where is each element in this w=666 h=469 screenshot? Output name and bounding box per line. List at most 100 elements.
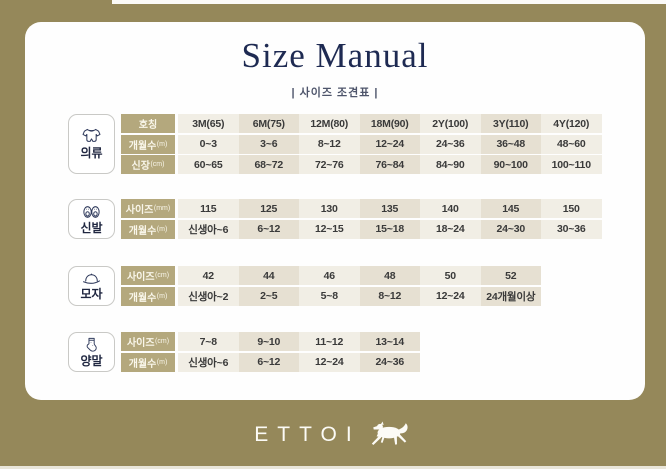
shoes-icon	[81, 203, 102, 221]
size-cell: 15~18	[359, 219, 420, 239]
size-cell: 72~76	[299, 155, 360, 174]
size-cell: 9~10	[238, 332, 299, 351]
size-cell: 2Y(100)	[420, 114, 481, 133]
category-label-shoes: 신발	[80, 220, 103, 235]
row-header: 개월수 (m)	[121, 134, 175, 154]
page-subtitle: | 사이즈 조견표 |	[291, 87, 379, 99]
size-cell: 13~14	[359, 332, 420, 351]
size-cell: 3~6	[238, 134, 299, 154]
table-row: 개월수 (m) 신생아~6 6~12 12~15 15~18 18~24 24~30 30~36	[121, 219, 602, 239]
size-cell: 7~8	[178, 332, 239, 351]
size-cell: 신생아~6	[178, 352, 239, 372]
size-cell: 150	[541, 199, 602, 218]
size-cell: 44	[238, 266, 299, 285]
table-row: 개월수 (m) 신생아~2 2~5 5~8 8~12 12~24 24개월이상	[121, 286, 541, 306]
row-header: 신장 (cm)	[121, 155, 175, 174]
size-cell: 60~65	[178, 155, 239, 174]
size-cell: 135	[359, 199, 420, 218]
size-cell: 68~72	[238, 155, 299, 174]
size-cell: 145	[480, 199, 541, 218]
brand-logo: ETTOI	[0, 417, 666, 451]
category-label-hat: 모자	[80, 287, 103, 302]
size-cell: 3Y(110)	[480, 114, 541, 133]
size-cell: 3M(65)	[178, 114, 239, 133]
table-row: 사이즈 (cm) 7~8 9~10 11~12 13~14	[121, 332, 420, 351]
size-cell: 2~5	[238, 286, 299, 306]
size-cell: 12~24	[420, 286, 481, 306]
size-table-clothing: 의류 호칭 3M(65) 6M(75) 12M(80) 18M(90) 2Y(100) 3Y(…	[68, 114, 602, 174]
size-cell: 신생아~6	[178, 219, 239, 239]
size-table-shoes: 신발 사이즈 (mm) 115 125 130 135 140 145 150 개월수 (m) 신생아~…	[68, 199, 602, 239]
size-cell: 52	[480, 266, 541, 285]
table-row: 사이즈 (cm) 42 44 46 48 50 52	[121, 266, 541, 285]
size-cell: 115	[178, 199, 239, 218]
size-cell: 42	[178, 266, 239, 285]
size-cell: 18M(90)	[359, 114, 420, 133]
size-cell: 125	[238, 199, 299, 218]
table-row: 개월수 (m) 0~3 3~6 8~12 12~24 24~36 36~48 48~60	[121, 134, 602, 154]
table-row: 사이즈 (mm) 115 125 130 135 140 145 150	[121, 199, 602, 218]
row-header: 개월수 (m)	[121, 286, 175, 306]
size-cell: 24~36	[420, 134, 481, 154]
socks-icon	[82, 336, 101, 354]
size-cell: 24~30	[480, 219, 541, 239]
size-cell: 36~48	[480, 134, 541, 154]
size-cell: 신생아~2	[178, 286, 239, 306]
size-cell: 50	[420, 266, 481, 285]
row-header: 사이즈 (cm)	[121, 332, 175, 351]
category-box-shoes: 신발	[68, 199, 115, 239]
category-label-clothing: 의류	[80, 146, 103, 161]
size-cell: 12M(80)	[299, 114, 360, 133]
size-cell: 6M(75)	[238, 114, 299, 133]
size-cell: 24개월이상	[480, 286, 541, 306]
size-table-socks: 양말 사이즈 (cm) 7~8 9~10 11~12 13~14 개월수 (m) 신생아~6 6~1…	[68, 332, 420, 372]
onesie-icon	[81, 127, 102, 146]
size-cell: 12~24	[299, 352, 360, 372]
size-cell: 12~15	[299, 219, 360, 239]
row-header: 호칭	[121, 114, 175, 133]
size-cell: 84~90	[420, 155, 481, 174]
table-rows-shoes: 사이즈 (mm) 115 125 130 135 140 145 150 개월수 (m) 신생아~6 6…	[121, 199, 602, 239]
category-box-socks: 양말	[68, 332, 115, 372]
size-table-hat: 모자 사이즈 (cm) 42 44 46 48 50 52 개월수 (m) 신생아~2 2~5 5~8 8~…	[68, 266, 541, 306]
table-row: 신장 (cm) 60~65 68~72 72~76 76~84 84~90 90~100 100…	[121, 155, 602, 174]
size-cell: 46	[299, 266, 360, 285]
row-header: 사이즈 (cm)	[121, 266, 175, 285]
size-cell: 6~12	[238, 219, 299, 239]
row-header: 개월수 (m)	[121, 219, 175, 239]
size-cell: 6~12	[238, 352, 299, 372]
row-header: 개월수 (m)	[121, 352, 175, 372]
page-title: Size Manual	[241, 36, 429, 75]
size-manual-card: Size Manual | 사이즈 조견표 | 의류 호칭 3M(65) 6M(75)…	[25, 22, 645, 400]
size-cell: 48~60	[541, 134, 602, 154]
size-cell: 5~8	[299, 286, 360, 306]
category-box-clothing: 의류	[68, 114, 115, 174]
brand-text: ETTOI	[254, 422, 361, 446]
size-cell: 12~24	[359, 134, 420, 154]
table-row: 개월수 (m) 신생아~6 6~12 12~24 24~36	[121, 352, 420, 372]
size-cell: 90~100	[480, 155, 541, 174]
hat-icon	[81, 270, 102, 287]
table-rows-clothing: 호칭 3M(65) 6M(75) 12M(80) 18M(90) 2Y(100) 3Y(11…	[121, 114, 602, 174]
size-cell: 4Y(120)	[541, 114, 602, 133]
category-label-socks: 양말	[80, 353, 103, 368]
size-cell: 130	[299, 199, 360, 218]
size-cell: 24~36	[359, 352, 420, 372]
horse-icon	[368, 420, 412, 449]
bottom-edge-sliver	[0, 466, 666, 469]
row-header: 사이즈 (mm)	[121, 199, 175, 218]
size-cell: 8~12	[359, 286, 420, 306]
size-cell: 100~110	[541, 155, 602, 174]
size-cell: 18~24	[420, 219, 481, 239]
size-cell: 76~84	[359, 155, 420, 174]
table-rows-socks: 사이즈 (cm) 7~8 9~10 11~12 13~14 개월수 (m) 신생아~6 6~12 1…	[121, 332, 420, 372]
table-row: 호칭 3M(65) 6M(75) 12M(80) 18M(90) 2Y(100) 3Y(11…	[121, 114, 602, 133]
size-cell: 0~3	[178, 134, 239, 154]
top-edge-sliver	[112, 0, 666, 4]
table-rows-hat: 사이즈 (cm) 42 44 46 48 50 52 개월수 (m) 신생아~2 2~5 5~8 8~12…	[121, 266, 541, 306]
size-cell: 30~36	[541, 219, 602, 239]
category-box-hat: 모자	[68, 266, 115, 306]
size-cell: 11~12	[299, 332, 360, 351]
size-cell: 140	[420, 199, 481, 218]
